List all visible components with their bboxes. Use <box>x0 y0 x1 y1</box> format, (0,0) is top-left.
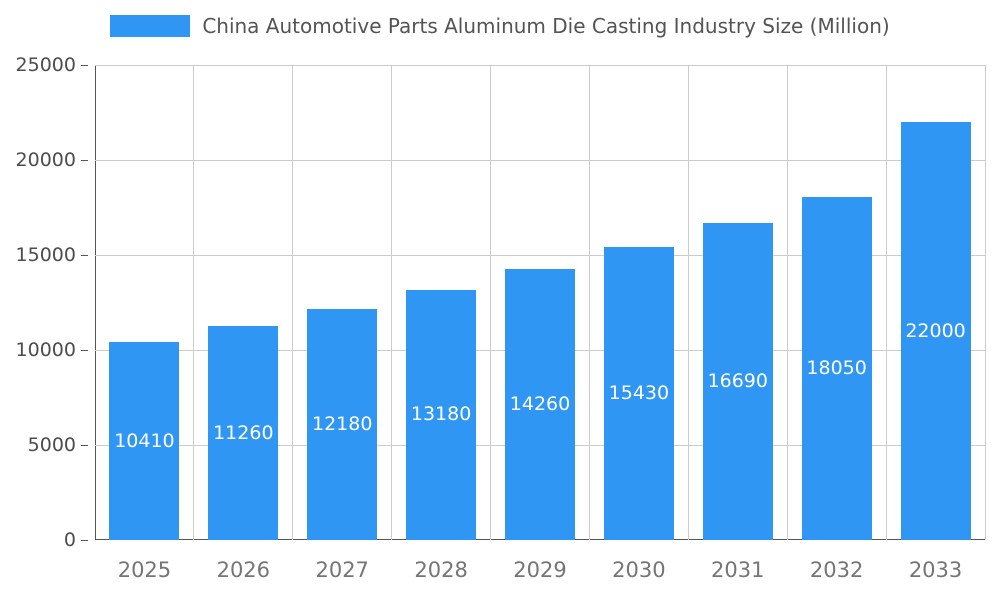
y-tick-label: 20000 <box>15 149 76 171</box>
y-tick-mark <box>81 64 88 66</box>
x-tick-label: 2028 <box>414 558 468 582</box>
h-gridline <box>95 159 985 161</box>
x-tick-label: 2025 <box>117 558 172 582</box>
x-tick-label: 2026 <box>216 558 271 582</box>
bar-value-label: 10410 <box>114 429 175 452</box>
y-tick-label: 5000 <box>27 434 76 456</box>
bar-value-label: 13180 <box>410 403 472 426</box>
v-gridline <box>193 65 195 540</box>
bar-value-label: 15430 <box>608 381 670 404</box>
bar: 22000 <box>900 122 971 540</box>
bar-value-label: 22000 <box>905 319 966 342</box>
y-tick-mark <box>81 539 88 541</box>
h-gridline <box>95 64 985 66</box>
x-tick-label: 2031 <box>711 558 765 582</box>
bar-value-label: 11260 <box>213 421 274 444</box>
x-axis: 2025 2026 2027 2028 2029 2030 2031 2032 2033 <box>95 552 985 588</box>
v-gridline <box>786 65 788 540</box>
y-tick-mark <box>81 444 88 446</box>
bar: 15430 <box>603 246 674 540</box>
legend: China Automotive Parts Aluminum Die Cast… <box>0 14 1000 38</box>
y-tick-label: 0 <box>63 529 76 551</box>
h-gridline <box>95 254 985 256</box>
y-tick-mark <box>81 349 88 351</box>
bar-value-label: 18050 <box>806 357 867 380</box>
x-tick-label: 2029 <box>513 558 567 582</box>
y-tick-label: 15000 <box>15 244 76 266</box>
v-gridline <box>687 65 689 540</box>
bar: 18050 <box>801 197 872 540</box>
x-tick-label: 2032 <box>809 558 864 582</box>
v-gridline <box>391 65 393 540</box>
x-tick-label: 2033 <box>908 558 963 582</box>
bar: 12180 <box>307 308 378 540</box>
v-gridline <box>984 65 986 540</box>
bar: 13180 <box>406 289 477 540</box>
v-gridline <box>292 65 294 540</box>
bar-value-label: 14260 <box>509 393 571 416</box>
bar: 16690 <box>702 222 773 540</box>
x-tick-label: 2027 <box>315 558 369 582</box>
y-axis-line <box>95 65 96 540</box>
y-tick-mark <box>81 159 88 161</box>
v-gridline <box>490 65 492 540</box>
bar: 14260 <box>505 269 575 540</box>
v-gridline <box>885 65 887 540</box>
y-tick-label: 25000 <box>15 54 76 76</box>
y-tick-mark <box>81 254 88 256</box>
bar: 11260 <box>208 326 279 540</box>
bar: 10410 <box>109 342 180 540</box>
bar-value-label: 12180 <box>311 412 373 435</box>
y-tick-label: 10000 <box>15 339 76 361</box>
v-gridline <box>588 65 590 540</box>
y-axis: 0 5000 10000 15000 20000 25000 <box>0 54 88 551</box>
plot-area: 10410 11260 12180 13180 14260 15430 16690 18050… <box>95 64 986 540</box>
chart-title: China Automotive Parts Aluminum Die Cast… <box>202 14 890 38</box>
legend-swatch <box>110 15 191 37</box>
x-tick-label: 2030 <box>612 558 666 582</box>
bar-value-label: 16690 <box>707 369 768 392</box>
